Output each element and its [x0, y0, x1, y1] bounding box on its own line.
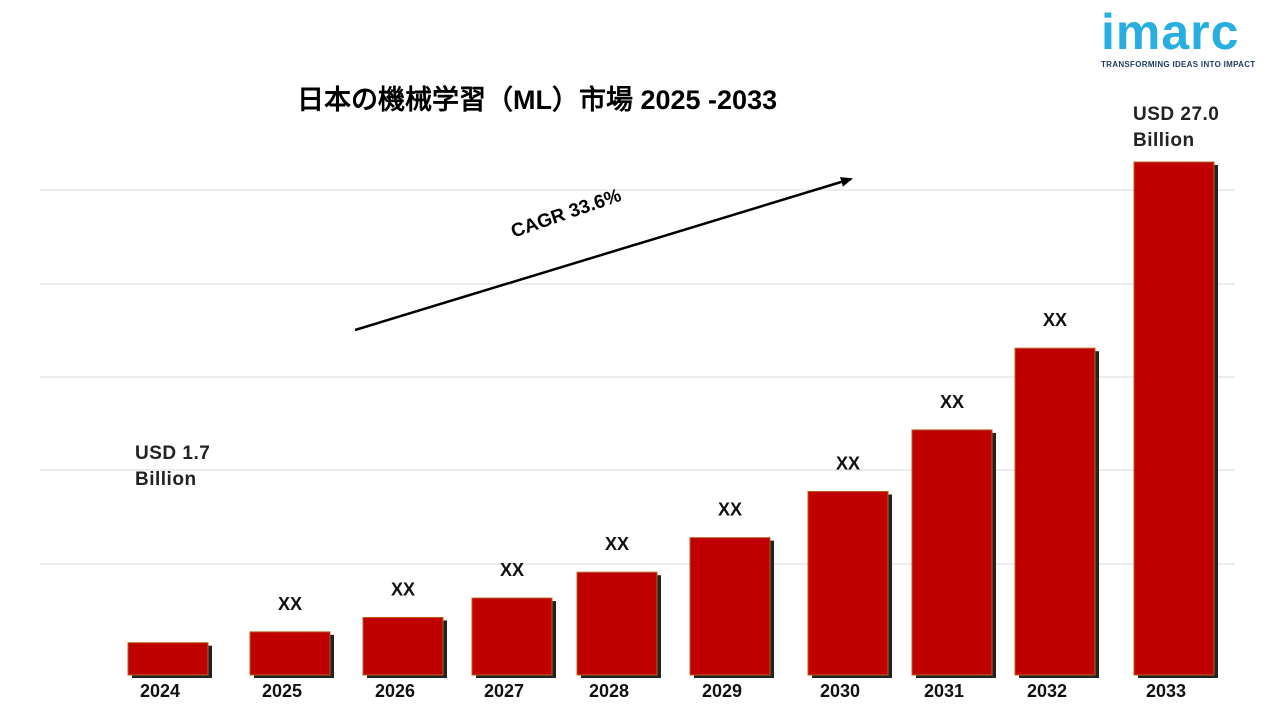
bar-2033	[1133, 161, 1215, 676]
bar-2030	[807, 490, 889, 676]
start-value-annotation: USD 1.7 Billion	[135, 441, 210, 493]
data-labels: XX XX XX XX XX XX XX XX	[278, 310, 1067, 614]
data-label: XX	[718, 500, 742, 520]
data-label: XX	[836, 453, 860, 473]
data-label: XX	[940, 392, 964, 412]
data-label: XX	[391, 579, 415, 599]
end-value-line1: USD 27.0	[1133, 104, 1220, 125]
bar-2026	[362, 616, 444, 676]
x-tick-label: 2029	[702, 681, 742, 701]
logo-tagline: TRANSFORMING IDEAS INTO IMPACT	[1101, 60, 1256, 69]
data-label: XX	[1043, 310, 1067, 330]
x-tick-label: 2032	[1027, 681, 1067, 701]
bars	[127, 161, 1218, 678]
data-label: XX	[278, 594, 302, 614]
x-tick-label: 2031	[924, 681, 964, 701]
x-tick-label: 2027	[484, 681, 524, 701]
x-tick-label: 2030	[820, 681, 860, 701]
logo-wordmark: imarc	[1101, 4, 1240, 60]
data-label: XX	[500, 560, 524, 580]
x-tick-labels: 2024 2025 2026 2027 2028 2029 2030 2031 2032 2033	[140, 681, 1186, 701]
chart-title: 日本の機械学習（ML）市場 2025 -2033	[297, 85, 778, 115]
bar-2032	[1014, 347, 1096, 676]
bar-2028	[576, 571, 658, 676]
end-value-line2: Billion	[1133, 130, 1195, 151]
data-label: XX	[605, 534, 629, 554]
start-value-line2: Billion	[135, 469, 197, 490]
bar-2029	[689, 537, 771, 676]
cagr-arrow-line	[354, 177, 853, 332]
x-tick-label: 2026	[375, 681, 415, 701]
bar-2024	[127, 642, 209, 676]
imarc-logo: imarc TRANSFORMING IDEAS INTO IMPACT	[1095, 2, 1265, 74]
start-value-line1: USD 1.7	[135, 443, 211, 464]
x-tick-label: 2024	[140, 681, 180, 701]
end-value-annotation: USD 27.0 Billion	[1133, 102, 1219, 154]
x-tick-label: 2033	[1146, 681, 1186, 701]
bar-2031	[911, 429, 993, 676]
bar-2025	[249, 631, 331, 676]
x-tick-label: 2025	[262, 681, 302, 701]
x-tick-label: 2028	[589, 681, 629, 701]
bar-2027	[471, 597, 553, 676]
cagr-arrow	[354, 177, 853, 332]
